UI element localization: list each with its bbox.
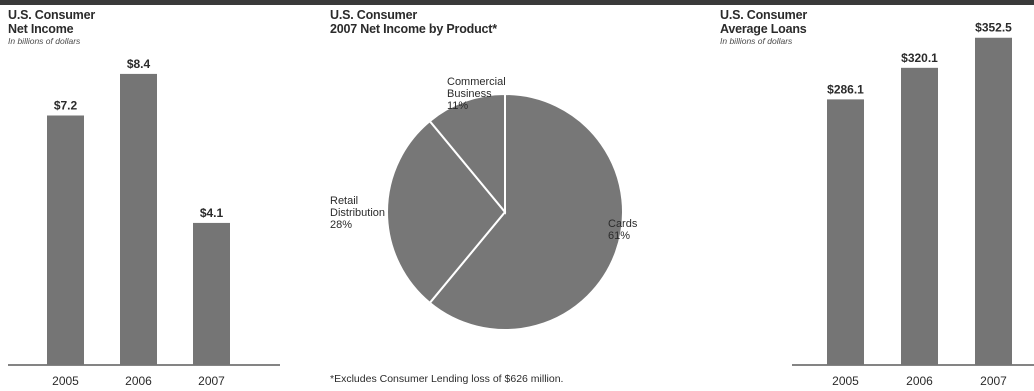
loans-value-label-2005: $286.1 [827,82,864,96]
loans-value-label-2007: $352.5 [975,21,1012,35]
pie-slice-cards [428,92,624,331]
net-income-value-label-2006: $8.4 [127,57,151,71]
net-income-bar-2006 [120,73,157,365]
net-income-units: In billions of dollars [8,36,81,46]
loans-bar-2007 [975,37,1012,365]
net-income-title-block: U.S. Consumer Net Income In billions of … [8,8,95,46]
top-rule [0,0,1034,5]
net-income-bar-2007 [193,222,230,365]
net-income-title-line2: Net Income [8,22,74,36]
pie-title-block: U.S. Consumer 2007 Net Income by Product… [330,8,497,36]
footnote: *Excludes Consumer Lending loss of $626 … [330,373,564,385]
pie-label-cards: Cards 61% [608,218,638,242]
loans-bar-2006 [901,67,938,365]
loans-tick-label-2007: 2007 [980,374,1007,388]
product-pie-chart: Cards 61% Retail Distribution 28% Commercial B… [330,76,638,331]
loans-units: In billions of dollars [720,36,793,46]
net-income-bar-2005 [47,115,84,365]
loans-tick-label-2006: 2006 [906,374,933,388]
net-income-tick-label-2007: 2007 [198,374,225,388]
net-income-title-line1: U.S. Consumer [8,8,95,22]
net-income-tick-label-2006: 2006 [125,374,152,388]
average-loans-bar-chart: $286.1 2005 $320.1 2006 $352.5 2007 [792,21,1034,388]
loans-value-label-2006: $320.1 [901,51,938,65]
loans-title-line1: U.S. Consumer [720,8,807,22]
net-income-bar-chart: $7.2 2005 $8.4 2006 $4.1 2007 [8,57,280,388]
pie-title-line2: 2007 Net Income by Product* [330,22,497,36]
pie-slice-retail-distribution [386,119,507,305]
pie-title-line1: U.S. Consumer [330,8,417,22]
loans-title-line2: Average Loans [720,22,807,36]
loans-tick-label-2005: 2005 [832,374,859,388]
net-income-value-label-2005: $7.2 [54,98,78,112]
pie-label-commercial-business: Commercial Business 11% [447,76,506,112]
net-income-tick-label-2005: 2005 [52,374,79,388]
pie-label-retail-distribution: Retail Distribution 28% [330,195,385,231]
loans-title-block: U.S. Consumer Average Loans In billions … [720,8,807,46]
loans-bar-2005 [827,99,864,365]
net-income-value-label-2007: $4.1 [200,206,224,220]
pie-slice-commercial-business [428,92,506,215]
